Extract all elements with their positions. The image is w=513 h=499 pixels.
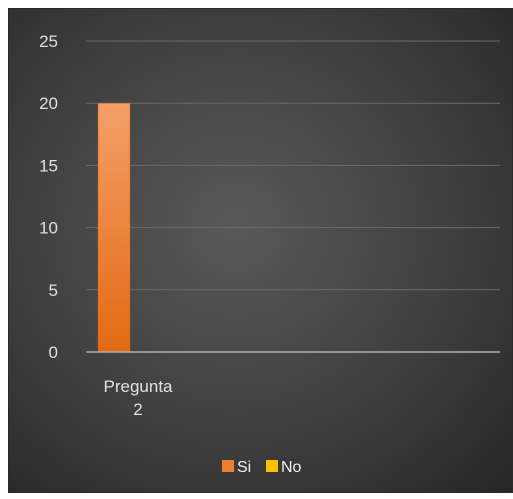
bars [97,102,131,353]
legend-label-si: Si [237,459,251,476]
legend-swatch-si [222,460,234,472]
y-tick-label: 10 [39,219,58,238]
y-tick-label: 5 [49,281,58,300]
chart-area [8,8,513,493]
y-tick-label: 25 [39,32,58,51]
y-tick-label: 20 [39,94,58,113]
legend-swatch-no [266,460,278,472]
legend-label-no: No [281,459,302,476]
gridlines [86,40,500,291]
y-tick-label: 0 [49,343,58,362]
x-tick-label: Pregunta 2 [104,377,174,419]
x-axis-ticks: Pregunta 2 [104,377,174,419]
legend: Si No [222,459,302,476]
y-axis-ticks: 0 5 10 15 20 25 [39,32,58,362]
y-tick-label: 15 [39,156,58,175]
bar-si [97,102,131,353]
